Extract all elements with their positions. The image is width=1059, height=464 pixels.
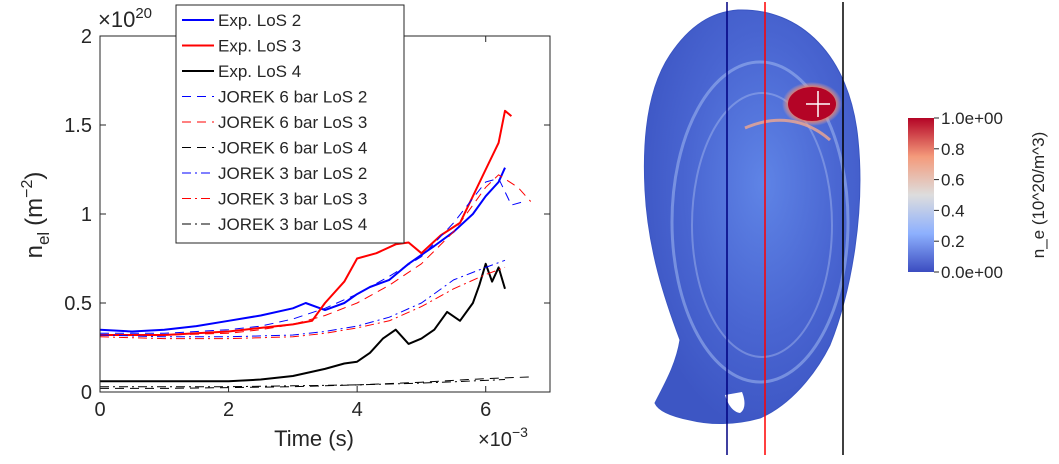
series-line — [100, 109, 513, 336]
colorbar-tick-label: 0.6 — [941, 171, 965, 190]
x-multiplier: ×10−3 — [478, 424, 528, 451]
colorbar-tick-label: 0.8 — [941, 140, 965, 159]
flux-surface-outer — [670, 60, 850, 384]
series-line — [100, 266, 506, 340]
series-line — [100, 379, 506, 388]
colorbar-gradient — [908, 118, 934, 272]
pellet-marker — [806, 91, 830, 117]
line-chart: 0 2 4 6 0 0.5 1 1.5 2 ×1020 ×10−3 Time (s) nel(… — [19, 4, 551, 451]
y-tick-label: 0 — [81, 382, 92, 404]
series-layer — [100, 109, 532, 389]
colorbar-tick-label: 1.0e+00 — [941, 109, 1003, 128]
legend-label: JOREK 3 bar LoS 4 — [218, 215, 367, 234]
y-axis: 0 0.5 1 1.5 2 — [64, 26, 550, 404]
x-tick-label: 0 — [94, 399, 105, 421]
x-tick-label: 4 — [352, 399, 363, 421]
colorbar: 1.0e+00 0.8 0.6 0.4 0.2 0.0e+00 n_e (10^20/m^… — [908, 109, 1048, 282]
legend-label: JOREK 6 bar LoS 2 — [218, 88, 367, 107]
flux-surface-inner — [691, 92, 833, 358]
series-line — [100, 262, 506, 383]
y-tick-label: 1 — [81, 204, 92, 226]
x-axis-label: Time (s) — [274, 426, 354, 451]
colorbar-tick-label: 0.4 — [941, 201, 965, 220]
legend-label: JOREK 6 bar LoS 4 — [218, 139, 367, 158]
y-axis-label: nel(m−2) — [19, 172, 53, 259]
y-tick-label: 1.5 — [64, 115, 92, 137]
injection-trail — [744, 118, 831, 142]
colorbar-tick-label: 0.0e+00 — [941, 263, 1003, 282]
legend-label: Exp. LoS 3 — [218, 37, 301, 56]
plasma-notch — [725, 392, 745, 413]
legend-label: JOREK 3 bar LoS 3 — [218, 190, 367, 209]
y-tick-label: 2 — [81, 26, 92, 48]
colorbar-tick-label: 0.2 — [941, 232, 965, 251]
legend-label: JOREK 6 bar LoS 3 — [218, 113, 367, 132]
colorbar-title: n_e (10^20/m^3) — [1029, 132, 1048, 259]
legend-label: Exp. LoS 4 — [218, 62, 301, 81]
x-tick-label: 2 — [223, 399, 234, 421]
legend-label: JOREK 3 bar LoS 2 — [218, 164, 367, 183]
legend-label: Exp. LoS 2 — [218, 11, 301, 30]
y-multiplier: ×1020 — [98, 5, 152, 32]
x-tick-label: 6 — [480, 399, 491, 421]
y-tick-label: 0.5 — [64, 293, 92, 315]
legend: Exp. LoS 2 Exp. LoS 3 Exp. LoS 4 JOREK 6 ba… — [175, 4, 405, 244]
density-map: 1.0e+00 0.8 0.6 0.4 0.2 0.0e+00 n_e (10^20/m^… — [643, 2, 1048, 455]
plasma-cross-section — [643, 9, 861, 425]
series-line — [100, 174, 532, 336]
colorbar-ticks: 1.0e+00 0.8 0.6 0.4 0.2 0.0e+00 — [934, 109, 1003, 282]
series-line — [100, 376, 531, 389]
